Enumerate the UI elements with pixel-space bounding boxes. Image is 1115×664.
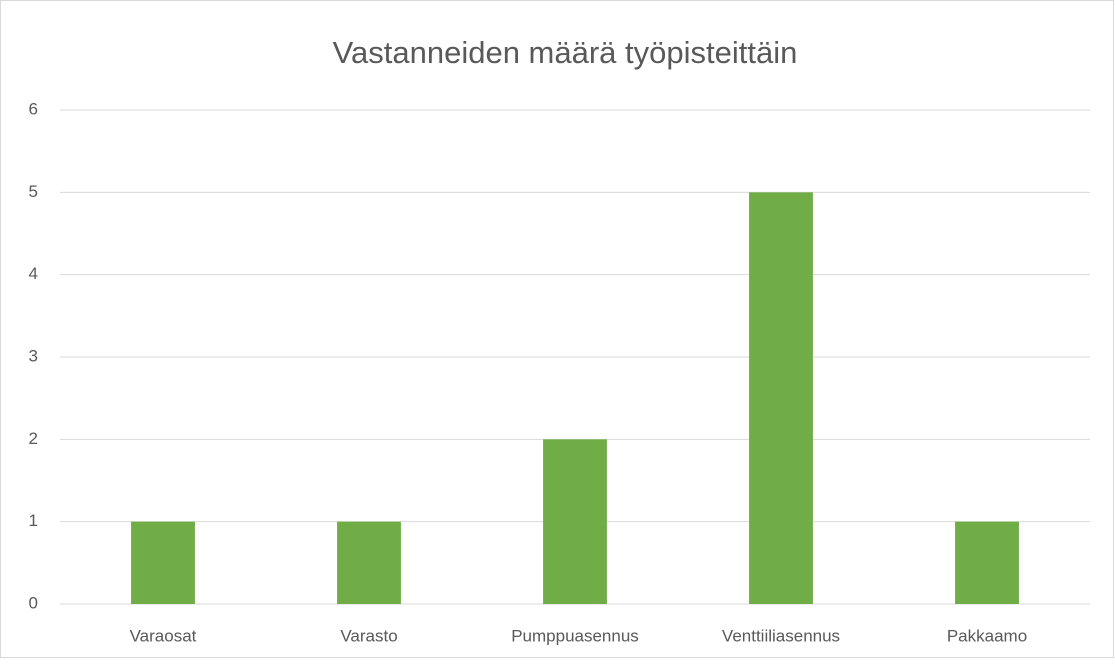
x-tick-label: Varasto	[340, 626, 397, 645]
x-tick-label: Varaosat	[130, 626, 197, 645]
bar	[749, 192, 813, 605]
x-tick-label: Pumppuasennus	[511, 626, 639, 645]
y-tick-label: 6	[29, 99, 38, 118]
y-tick-label: 4	[29, 264, 38, 283]
x-tick-label: Pakkaamo	[947, 626, 1027, 645]
chart-title: Vastanneiden määrä työpisteittäin	[333, 35, 798, 70]
y-tick-label: 0	[29, 593, 38, 612]
y-tick-label: 2	[29, 429, 38, 448]
x-tick-label: Venttiiliasennus	[722, 626, 840, 645]
bar	[543, 439, 607, 604]
y-tick-label: 3	[29, 346, 38, 365]
y-tick-label: 1	[29, 511, 38, 530]
bar	[337, 521, 401, 604]
y-tick-label: 5	[29, 182, 38, 201]
bar	[955, 521, 1019, 604]
bar	[131, 521, 195, 604]
